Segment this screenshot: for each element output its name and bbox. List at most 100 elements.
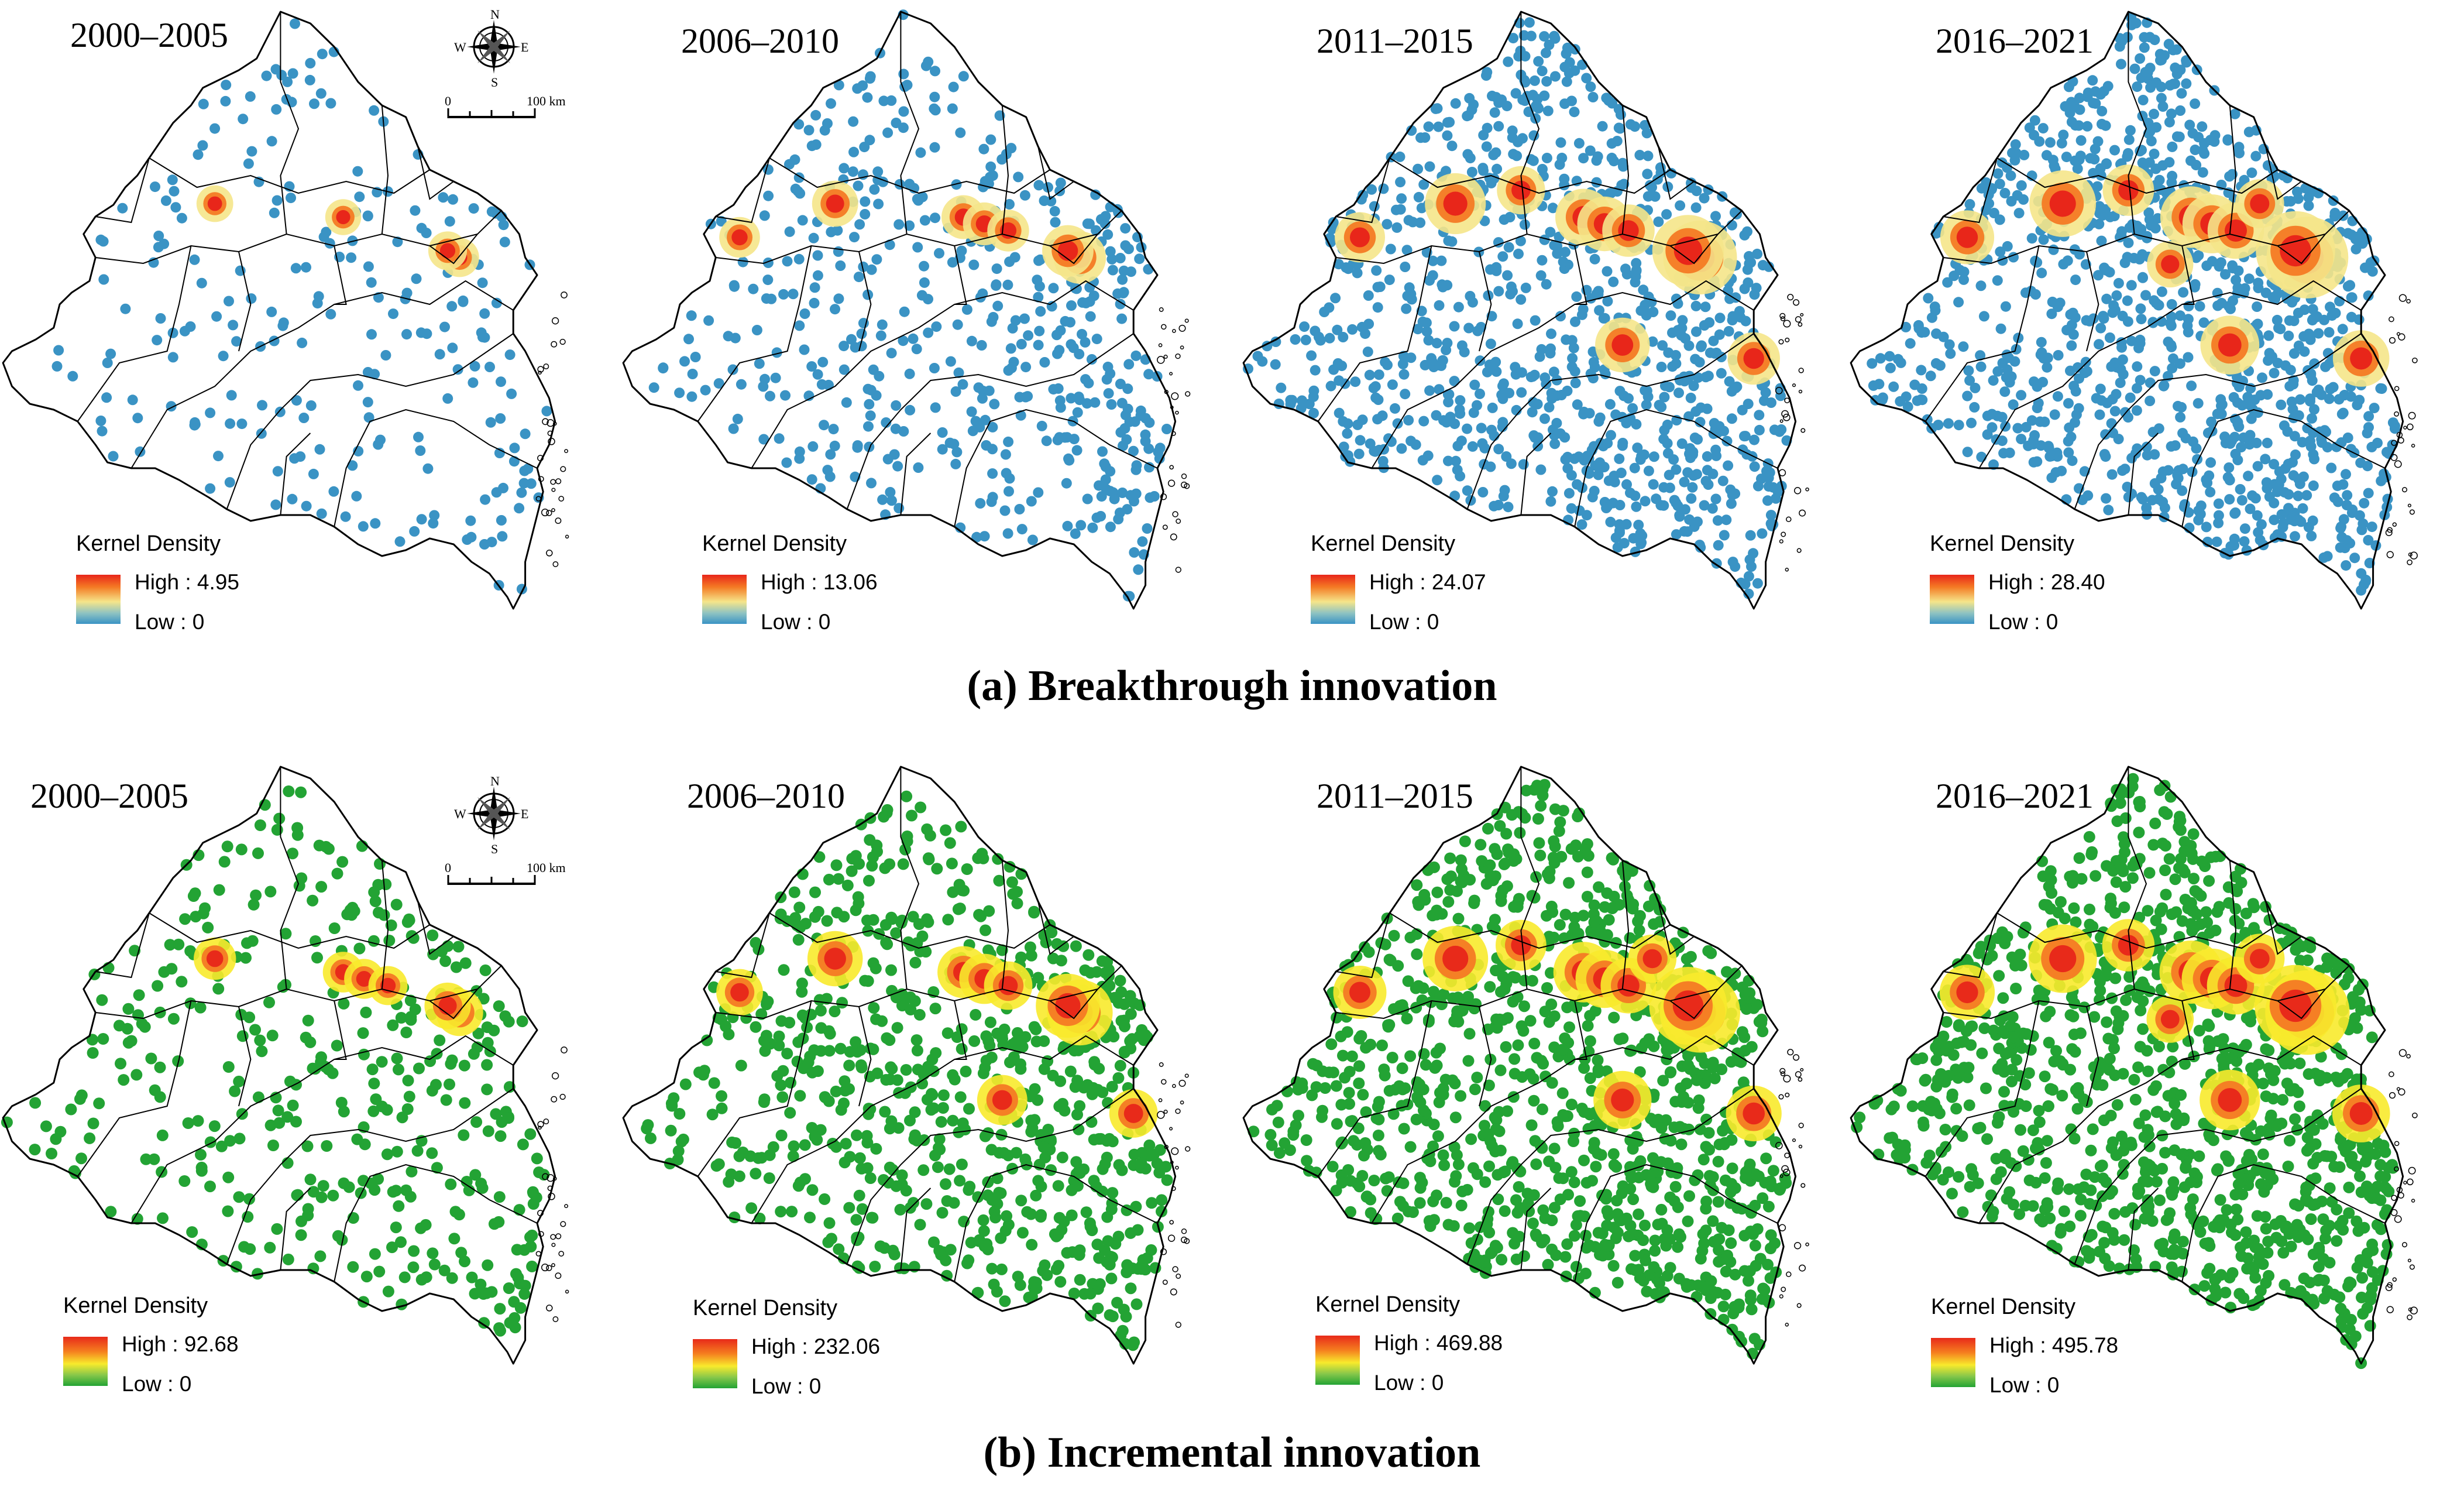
density-dot <box>1639 1037 1651 1049</box>
density-dot <box>1536 344 1547 355</box>
density-dot <box>2307 413 2317 424</box>
density-dot <box>472 1027 484 1039</box>
density-dot <box>1659 1132 1671 1145</box>
island <box>1181 1236 1188 1243</box>
density-dot <box>405 1165 418 1178</box>
density-dot <box>139 1021 151 1033</box>
density-dot <box>1332 324 1343 335</box>
hotspot-core <box>2350 347 2373 370</box>
density-dot <box>919 277 930 288</box>
density-dot <box>494 1130 507 1142</box>
density-dot <box>1648 451 1659 462</box>
density-dot <box>1342 428 1353 439</box>
map-panel-breakthrough-2011-2015: 2011–2015 Kernel Density High : 24.07 Lo… <box>1240 0 1856 696</box>
density-dot <box>1020 362 1032 373</box>
density-dot <box>940 824 952 836</box>
density-dot <box>2306 530 2317 541</box>
density-dot <box>913 462 924 473</box>
density-dot <box>2113 277 2124 289</box>
density-dot <box>1011 897 1023 910</box>
density-dot <box>459 957 472 969</box>
map-panel-incremental-2000-2005: 2000–2005 Kernel Density High : 92.68 Lo… <box>0 755 616 1451</box>
city-boundary <box>769 157 1050 194</box>
density-dot <box>1630 121 1640 132</box>
density-dot <box>728 280 740 291</box>
density-dot <box>2228 392 2239 403</box>
density-dot <box>1090 397 1101 408</box>
density-dot <box>914 945 926 958</box>
density-dot <box>2038 234 2049 245</box>
density-dot <box>1290 334 1301 345</box>
density-dot <box>877 319 888 330</box>
city-boundary <box>1336 233 1719 265</box>
density-dot <box>243 1193 255 1205</box>
density-dot <box>1121 1259 1133 1271</box>
density-dot <box>851 1129 862 1141</box>
density-dot <box>929 91 940 102</box>
density-dot <box>2166 299 2177 310</box>
city-boundary <box>226 333 514 510</box>
density-dot <box>1053 1212 1066 1224</box>
density-dot <box>913 918 925 930</box>
density-dot <box>224 296 234 307</box>
density-dot <box>1112 1072 1125 1084</box>
density-dot <box>305 400 317 411</box>
density-dot <box>1338 416 1349 427</box>
density-dot <box>360 1271 373 1283</box>
density-dot <box>1337 1049 1349 1062</box>
density-dot <box>1033 180 1044 191</box>
density-layer <box>51 18 552 595</box>
city-boundary <box>1001 105 1009 235</box>
density-dot <box>2369 403 2380 414</box>
density-dot <box>2004 447 2015 458</box>
density-dot <box>1547 203 1558 214</box>
density-dot <box>189 254 200 265</box>
density-dot <box>197 907 209 919</box>
density-dot <box>178 1175 191 1187</box>
density-dot <box>955 127 966 138</box>
density-dot <box>1059 1104 1071 1117</box>
density-dot <box>1355 435 1366 446</box>
density-dot <box>1512 1039 1524 1051</box>
density-dot <box>2245 503 2256 514</box>
density-dot <box>732 413 743 424</box>
density-dot <box>916 1077 928 1090</box>
density-dot <box>2255 534 2266 545</box>
density-dot <box>890 927 902 939</box>
density-dot <box>1124 990 1136 1002</box>
hotspot-core <box>2250 194 2270 214</box>
density-dot <box>1570 1219 1582 1231</box>
density-dot <box>1290 1076 1303 1088</box>
density-dot <box>376 1056 388 1068</box>
density-dot <box>1494 1064 1507 1076</box>
city-boundary <box>1925 245 2040 422</box>
density-dot <box>885 964 897 976</box>
map-panel-breakthrough-2006-2010: 2006–2010 Kernel Density High : 13.06 Lo… <box>620 0 1236 696</box>
density-dot <box>1338 441 1349 452</box>
density-dot <box>748 283 759 294</box>
density-dot <box>948 1197 960 1209</box>
density-dot <box>393 1063 404 1076</box>
density-dot <box>1690 202 1702 213</box>
density-dot <box>1726 1162 1738 1175</box>
island <box>546 1305 553 1312</box>
density-dot <box>1584 1072 1596 1085</box>
density-dot <box>97 1033 109 1045</box>
density-dot <box>393 1200 405 1212</box>
density-dot <box>1988 375 1999 386</box>
density-dot <box>29 1144 41 1156</box>
density-dot <box>2058 259 2069 270</box>
density-dot <box>1023 330 1034 341</box>
density-dot <box>1756 1293 1768 1305</box>
density-dot <box>224 477 235 488</box>
density-dot <box>252 1091 264 1103</box>
island <box>1778 469 1786 476</box>
density-dot <box>1569 107 1580 118</box>
density-dot <box>2303 192 2314 203</box>
density-dot <box>1938 331 1949 342</box>
city-boundary <box>417 146 454 200</box>
density-dot <box>846 865 858 877</box>
map-canvas <box>1 766 569 1365</box>
density-dot <box>995 1263 1008 1275</box>
density-layer <box>641 790 1173 1351</box>
